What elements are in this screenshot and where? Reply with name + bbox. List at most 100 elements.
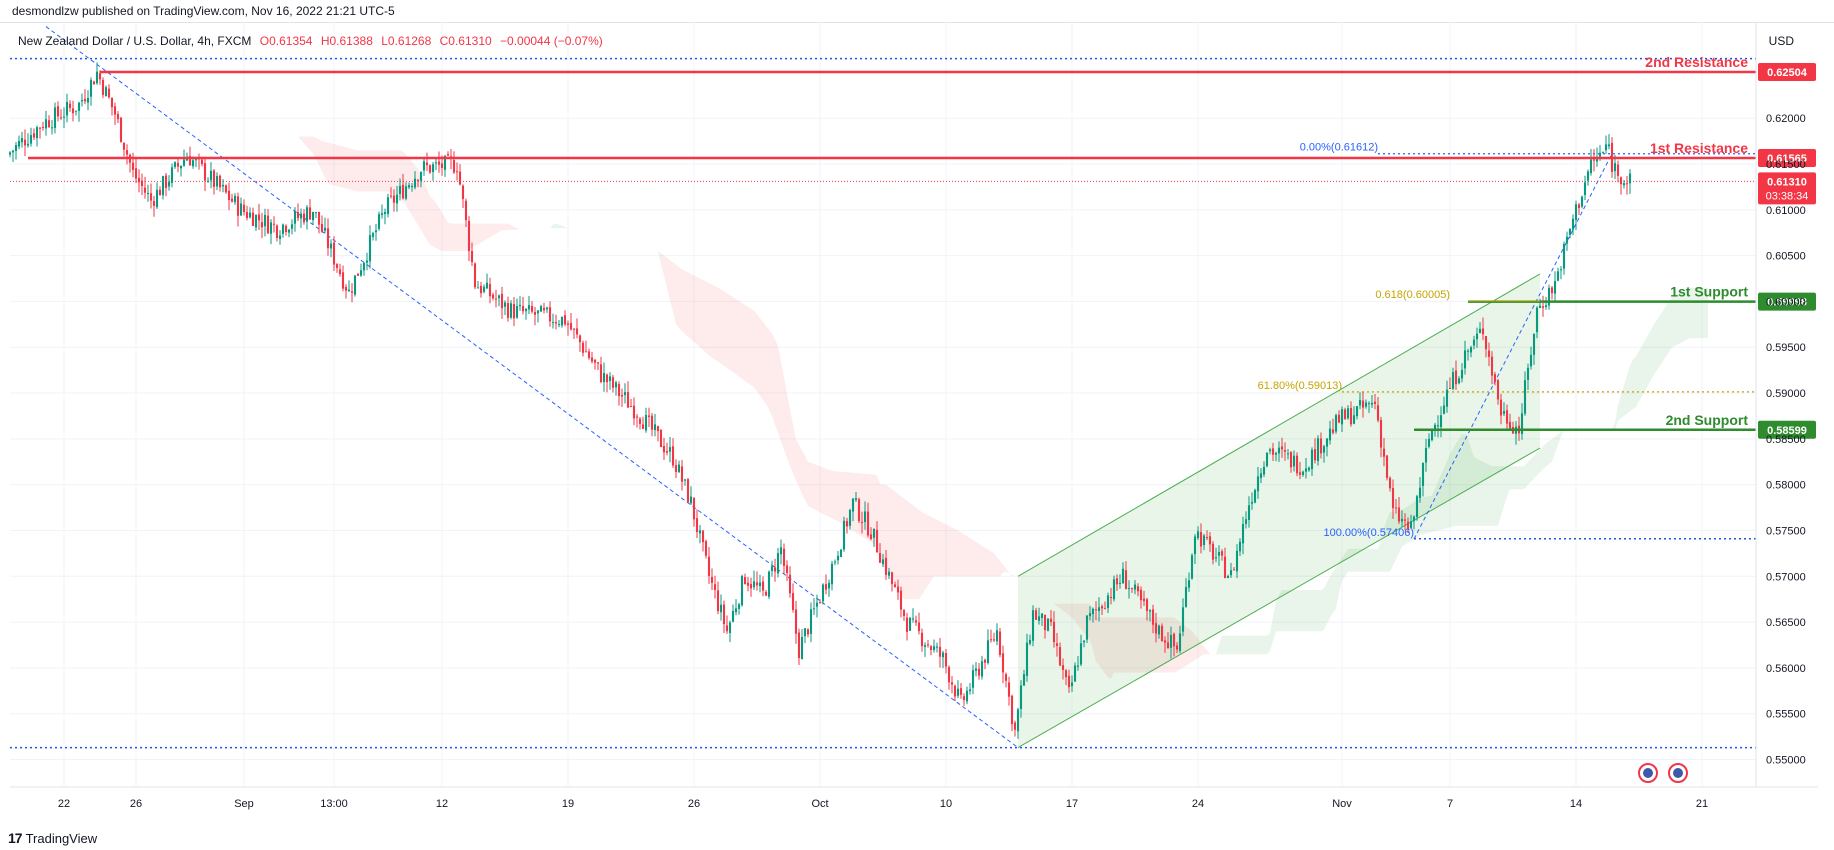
candle-body	[1319, 438, 1323, 454]
fib-label-3: 0.618(0.60005)	[1375, 289, 1450, 301]
candle-body	[1286, 453, 1290, 455]
candle-body	[1619, 177, 1623, 185]
candle-body	[800, 637, 804, 660]
candle-body	[1457, 378, 1461, 384]
candle-body	[1250, 501, 1254, 504]
y-tick-label-0: 0.55000	[1766, 755, 1806, 767]
candle-body	[1037, 616, 1041, 621]
candle-body	[611, 377, 615, 388]
candle-body	[1394, 507, 1398, 509]
candle-body	[509, 303, 513, 318]
candle-body	[1322, 446, 1326, 453]
candle-body	[1583, 182, 1587, 196]
candle-body	[881, 559, 885, 565]
y-tick-label-3: 0.56500	[1766, 617, 1806, 629]
candle-body	[1100, 606, 1104, 609]
candle-body	[656, 426, 660, 432]
candle-body	[1043, 614, 1047, 631]
candle-body	[1382, 448, 1386, 457]
candle-body	[428, 165, 432, 173]
y-tick-label-9: 0.59500	[1766, 342, 1806, 354]
candle-body	[212, 170, 216, 187]
candle-body	[728, 622, 732, 634]
candle-body	[1208, 536, 1212, 545]
candle-body	[437, 161, 441, 165]
candle-body	[467, 220, 471, 252]
candle-body	[938, 646, 942, 657]
candle-body	[1361, 400, 1365, 408]
us-flag-event-icon[interactable]	[1668, 763, 1688, 783]
price-chart[interactable]: 2nd Resistance 0.62504 1st Resistance 0.615…	[0, 22, 1834, 830]
candle-body	[608, 376, 612, 382]
candle-body	[137, 177, 141, 183]
price-tag-text-1: 0.61565	[1767, 153, 1807, 165]
candle-body	[44, 119, 48, 129]
x-tick-label-4: 12	[436, 798, 448, 810]
candle-body	[1331, 429, 1335, 433]
candle-body	[284, 225, 288, 232]
candle-body	[809, 609, 813, 634]
candle-body	[1463, 350, 1467, 369]
candle-body	[1325, 438, 1329, 447]
candle-body	[293, 211, 297, 224]
candle-body	[311, 211, 315, 221]
candle-body	[1154, 623, 1158, 634]
candle-body	[1562, 244, 1566, 269]
candle-body	[179, 165, 183, 169]
grid	[10, 22, 1756, 787]
candle-body	[1130, 587, 1134, 589]
candle-body	[536, 310, 540, 314]
candle-body	[1439, 415, 1443, 427]
cloud-segment	[208, 113, 301, 140]
candle-body	[743, 577, 747, 584]
candle-body	[725, 625, 729, 632]
dotted-levels	[10, 57, 1756, 749]
candle-body	[491, 294, 495, 299]
candle-body	[125, 150, 129, 155]
candle-body	[1166, 642, 1170, 649]
us-flag-event-icon[interactable]	[1638, 763, 1658, 783]
countdown-text: 03:38:34	[1766, 190, 1809, 202]
candle-body	[1334, 415, 1338, 432]
candle-body	[224, 185, 228, 193]
candle-body	[50, 127, 54, 129]
candle-body	[251, 212, 255, 226]
candle-body	[1466, 350, 1470, 352]
candle-body	[554, 322, 558, 324]
candle-body	[1415, 496, 1419, 517]
candle-body	[1316, 438, 1320, 461]
candle-body	[347, 289, 351, 292]
candle-body	[644, 415, 648, 431]
candle-body	[1343, 409, 1347, 420]
candle-body	[1535, 307, 1539, 333]
candle-body	[386, 197, 390, 214]
candle-body	[23, 139, 27, 146]
candle-body	[1127, 588, 1131, 590]
brand-name[interactable]: TradingView	[25, 830, 98, 846]
candle-body	[821, 584, 825, 602]
candle-body	[1226, 575, 1230, 579]
candle-body	[1160, 625, 1164, 642]
candle-body	[134, 168, 138, 179]
candle-body	[1625, 183, 1629, 185]
candle-body	[1391, 488, 1395, 509]
candle-body	[1244, 519, 1248, 524]
candle-body	[1523, 380, 1527, 414]
candle-body	[764, 592, 768, 596]
candle-body	[1259, 473, 1263, 479]
candle-body	[1232, 569, 1236, 571]
candle-body	[11, 150, 15, 153]
candle-body	[260, 222, 264, 228]
candle-body	[338, 269, 342, 275]
candle-body	[275, 225, 279, 238]
candle-body	[143, 187, 147, 193]
y-tick-label-14: 0.62000	[1766, 113, 1806, 125]
event-icons[interactable]	[1638, 763, 1688, 783]
cloud-segment	[661, 253, 1012, 600]
candle-body	[1568, 228, 1572, 235]
candle-body	[1454, 370, 1458, 385]
candle-body	[740, 575, 744, 606]
candle-body	[1451, 372, 1455, 389]
candle-body	[1169, 634, 1173, 648]
candle-body	[1310, 449, 1314, 470]
